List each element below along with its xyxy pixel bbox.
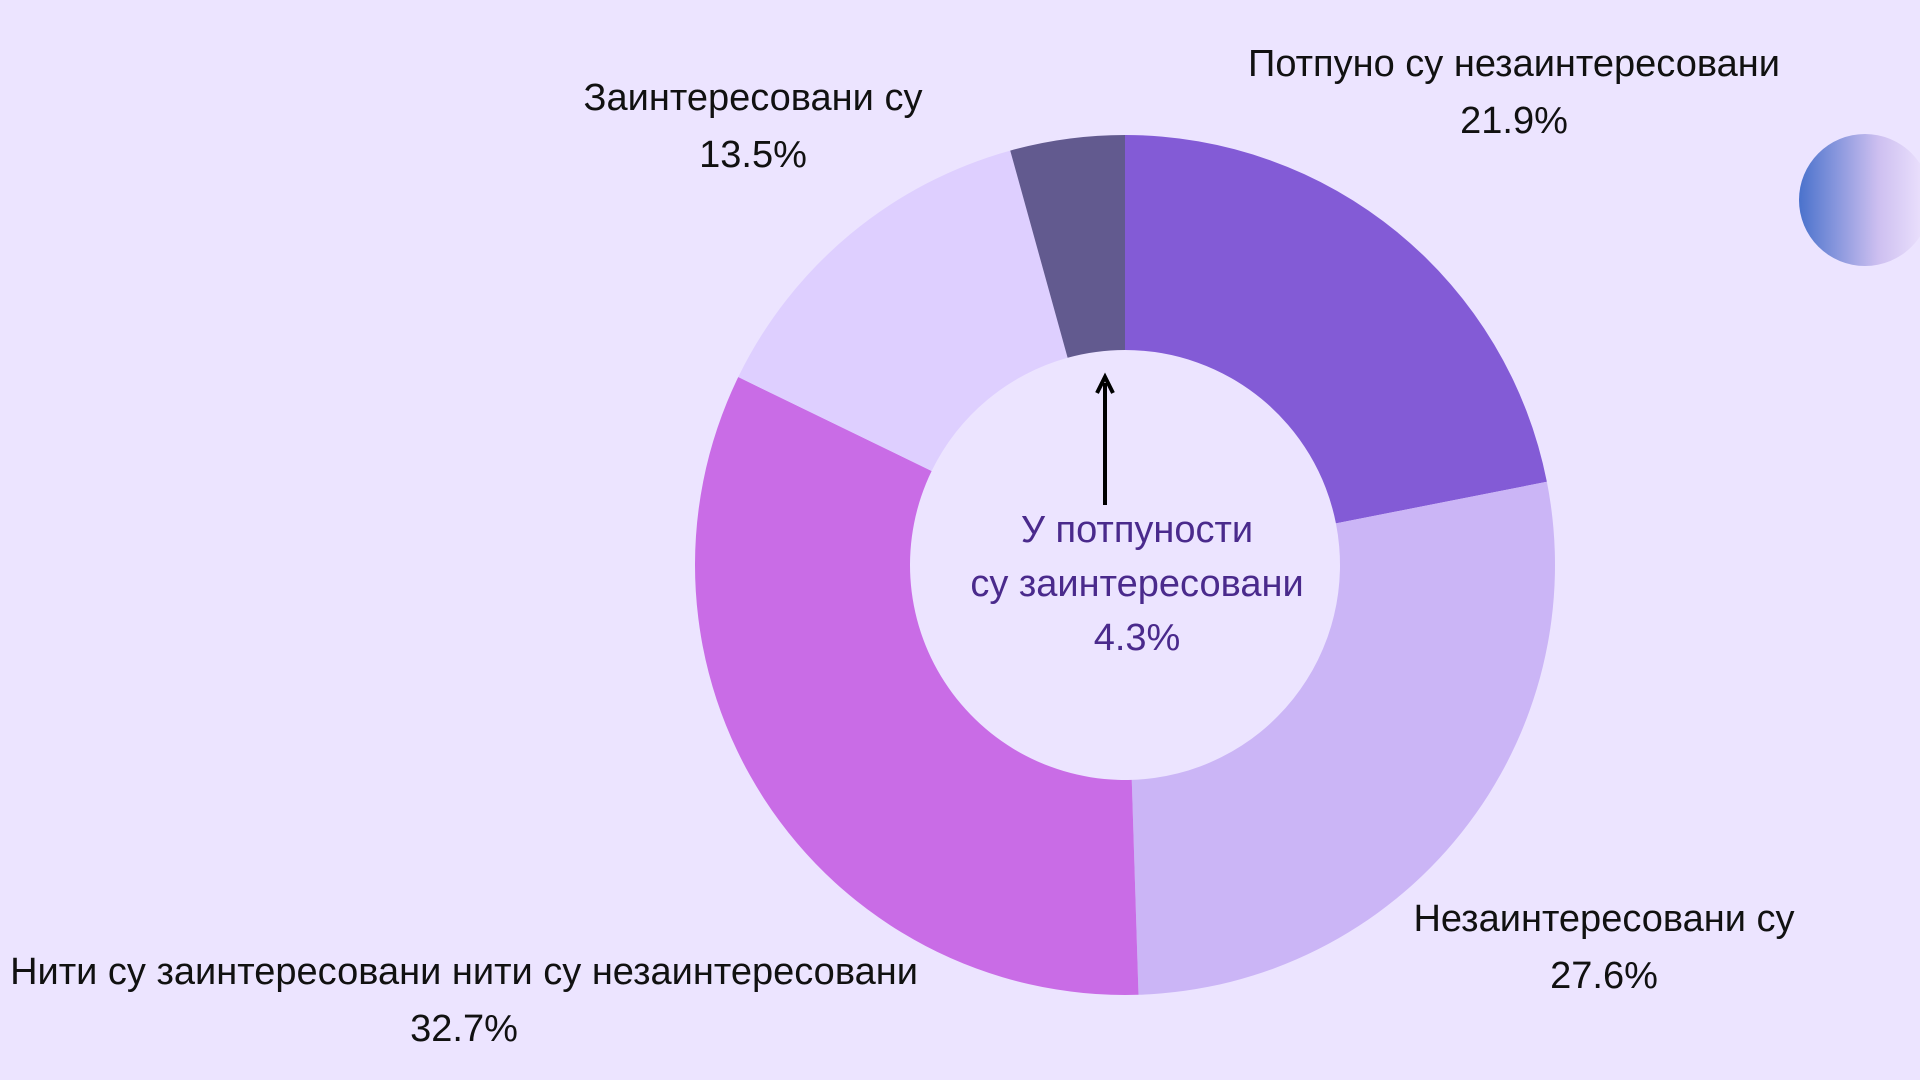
slice-4 [1010, 135, 1125, 358]
slice-label-3: Заинтересовани су [584, 77, 923, 119]
center-label-line-2: су заинтересовани [970, 563, 1303, 605]
slice-0 [1125, 135, 1547, 524]
slice-value-label-2: 32.7% [410, 1008, 518, 1050]
center-label-line-1: У потпуности [1021, 509, 1253, 551]
slice-1 [1131, 481, 1555, 995]
decorative-gradient-circle [1799, 134, 1920, 266]
slice-labels: Потпуно су незаинтересовани 21.9% Незаинте… [10, 43, 1794, 1050]
donut-slices [694, 135, 1555, 995]
slice-value-label-1: 27.6% [1550, 955, 1658, 997]
slice-label-2: Нити су заинтересовани нити су незаинтер… [10, 951, 918, 993]
slice-value-label-0: 21.9% [1460, 100, 1568, 142]
slice-label-1: Незаинтересовани су [1413, 898, 1794, 940]
slice-value-label-3: 13.5% [699, 134, 807, 176]
slice-label-0: Потпуно су незаинтересовани [1248, 43, 1780, 85]
annotation-arrowhead [1095, 372, 1115, 394]
center-annotation: У потпуности су заинтересовани 4.3% [970, 372, 1304, 659]
slice-2 [694, 377, 1139, 995]
slice-3 [738, 150, 1068, 472]
center-value-label: 4.3% [1094, 617, 1181, 659]
